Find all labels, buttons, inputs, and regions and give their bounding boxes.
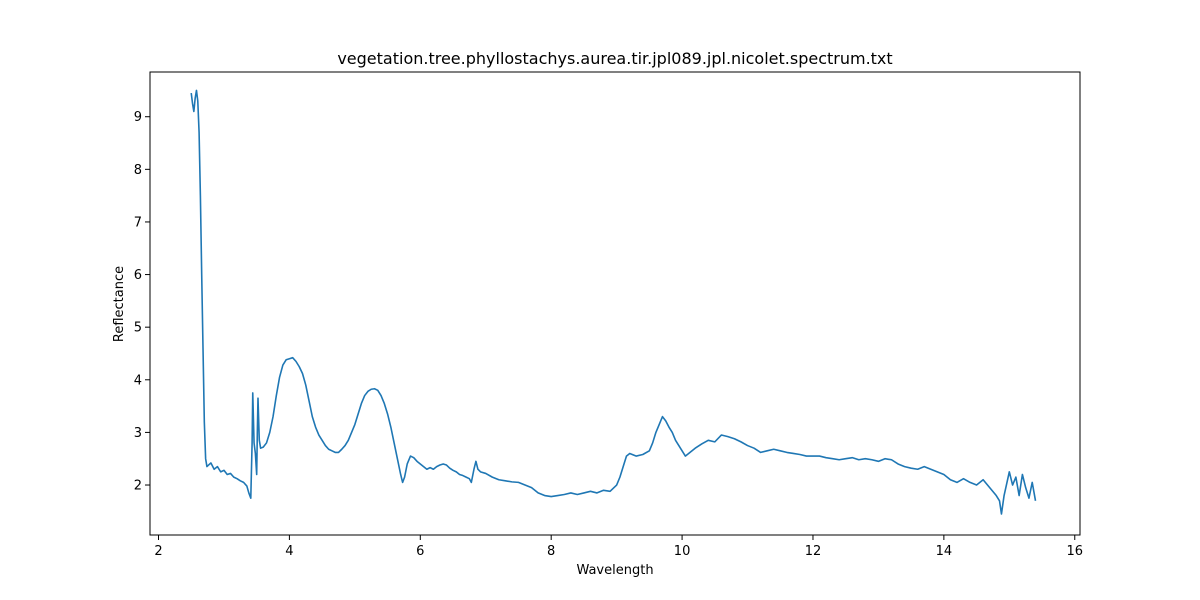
y-tick-label: 2 [134, 479, 142, 494]
y-axis-label: Reflectance [112, 266, 127, 342]
y-tick-label: 4 [134, 373, 142, 388]
chart-title: vegetation.tree.phyllostachys.aurea.tir.… [337, 49, 892, 68]
x-tick-label: 16 [1066, 544, 1083, 559]
x-tick-label: 12 [805, 544, 822, 559]
x-tick-label: 6 [416, 544, 424, 559]
x-tick-label: 4 [285, 544, 293, 559]
x-tick-label: 8 [547, 544, 555, 559]
x-axis-label: Wavelength [576, 563, 653, 578]
axis-ticks: 2 4 6 8 10 12 14 16 2 3 4 5 6 7 8 9 [134, 110, 1083, 559]
y-tick-label: 3 [134, 426, 142, 441]
series-line-0 [190, 89, 1037, 515]
y-tick-label: 5 [134, 321, 142, 336]
y-tick-label: 9 [134, 110, 142, 125]
y-tick-label: 8 [134, 163, 142, 178]
plot-area [190, 89, 1037, 515]
plot-frame [149, 71, 1081, 536]
x-tick-label: 14 [936, 544, 953, 559]
y-tick-label: 6 [134, 268, 142, 283]
y-tick-label: 7 [134, 215, 142, 230]
x-tick-label: 10 [674, 544, 691, 559]
x-tick-label: 2 [154, 544, 162, 559]
